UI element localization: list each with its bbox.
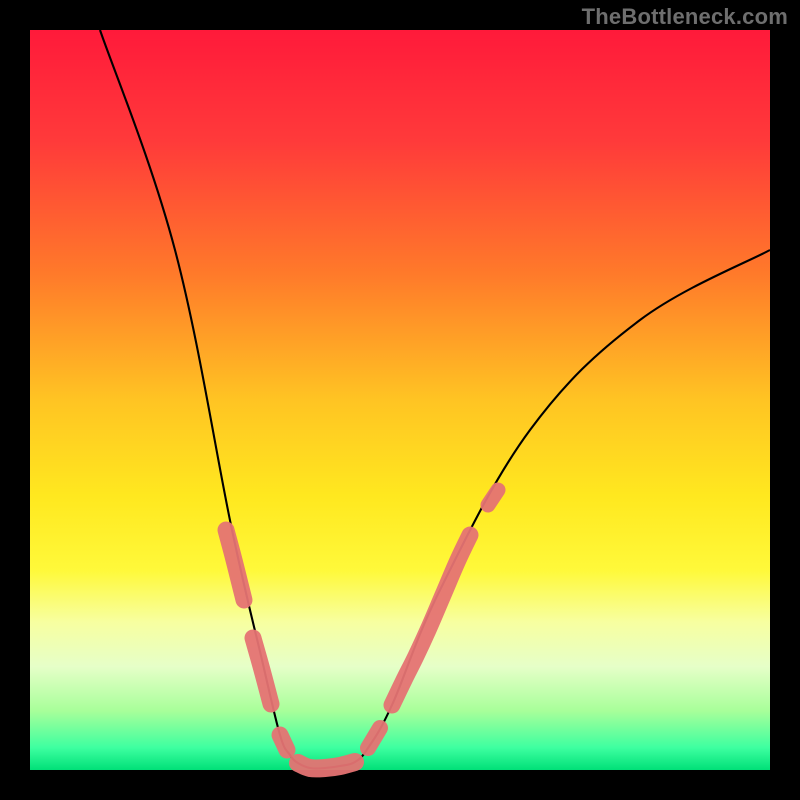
overlay-segment <box>488 490 498 505</box>
overlay-segment <box>368 728 380 748</box>
overlay-segment <box>280 735 287 750</box>
overlay-segment <box>298 762 355 769</box>
watermark-text: TheBottleneck.com <box>582 4 788 30</box>
chart-stage: { "watermark": { "text": "TheBottleneck.… <box>0 0 800 800</box>
bottleneck-curve-chart <box>0 0 800 800</box>
